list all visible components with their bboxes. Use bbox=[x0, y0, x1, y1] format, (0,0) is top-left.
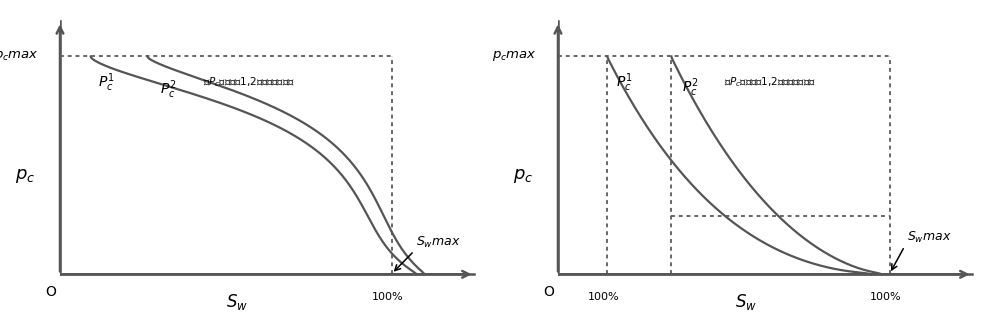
Text: O: O bbox=[45, 285, 56, 299]
Text: （$P_c$右侧上标1,2表示样品编号）: （$P_c$右侧上标1,2表示样品编号） bbox=[724, 75, 816, 89]
Text: $P_c^2$: $P_c^2$ bbox=[160, 78, 176, 101]
Text: $S_w$: $S_w$ bbox=[735, 292, 757, 312]
Text: 100%: 100% bbox=[372, 292, 404, 302]
Text: $P_c^1$: $P_c^1$ bbox=[616, 71, 633, 94]
Text: $p_c$: $p_c$ bbox=[513, 167, 533, 185]
Text: O: O bbox=[543, 285, 554, 299]
Text: $S_w$max: $S_w$max bbox=[907, 230, 951, 245]
Text: 100%: 100% bbox=[870, 292, 902, 302]
Text: （$P_c$右侧上标1,2表示样品编号）: （$P_c$右侧上标1,2表示样品编号） bbox=[203, 75, 295, 89]
Text: 100%: 100% bbox=[587, 292, 619, 302]
Text: $P_c^2$: $P_c^2$ bbox=[682, 76, 699, 99]
Text: $p_c$: $p_c$ bbox=[15, 167, 36, 185]
Text: $S_w$max: $S_w$max bbox=[416, 235, 461, 250]
Text: $P_c^1$: $P_c^1$ bbox=[98, 71, 114, 94]
Text: $S_w$: $S_w$ bbox=[226, 292, 248, 312]
Text: $p_{c}$max: $p_{c}$max bbox=[492, 50, 537, 64]
Text: $p_{c}$max: $p_{c}$max bbox=[0, 50, 39, 64]
